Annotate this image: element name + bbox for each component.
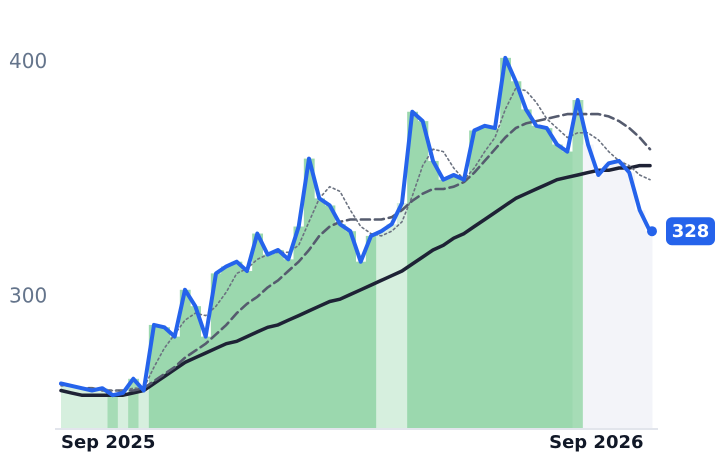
area-bar [148,324,160,428]
area-bar [241,271,253,428]
value-label: 328 [672,221,710,242]
area-bar [624,172,635,428]
area-bar [531,125,542,428]
value-pill [666,217,715,246]
series-line [59,163,652,397]
area-bar [128,378,139,428]
area-bar [303,158,315,428]
area-bar [644,231,653,428]
area-bar [582,144,594,429]
area-bar [438,179,449,428]
area-bar [231,261,243,428]
area-bar [376,231,387,428]
area-bar [210,273,222,428]
area-bar [572,100,584,429]
x-tick-label: Sep 2026 [549,432,643,453]
area-bar [345,231,356,428]
area-bar [314,198,325,428]
area-bar [107,395,119,428]
area-bar [500,57,511,428]
area-bar [386,224,398,428]
area-bar [613,160,625,428]
area-bar [97,388,108,428]
area-bar [603,163,615,429]
area-bar [138,390,150,428]
area-bar [190,306,201,428]
area-bar [510,81,522,429]
area-bar [448,174,460,428]
y-tick-label: 300 [9,283,47,307]
area-bar [634,210,646,428]
series-line [60,87,651,392]
area-bar [262,254,274,428]
area-bar [593,174,604,428]
area-bar [396,203,408,428]
area-bar [334,224,346,428]
area-bar [562,151,573,428]
area-bar [479,125,491,428]
area-bar [169,336,181,428]
area-bar [293,226,305,428]
area-bar [76,388,88,428]
area-bar [417,121,429,428]
last-point [647,226,657,237]
area-bar [541,128,553,428]
area-bar [551,144,563,429]
area-bar [200,336,212,428]
area-bar [355,261,367,428]
area-bar [427,160,439,428]
area-bar [272,249,284,428]
area-bar [221,266,232,428]
area-bar [86,390,98,428]
area-bar [458,179,470,428]
series-line [59,55,652,398]
area-bar [324,205,336,428]
area-bar [407,111,418,428]
x-tick-label: Sep 2025 [61,432,155,453]
area-bar [61,383,67,428]
area-bar [66,385,77,428]
y-tick-label: 400 [9,49,47,73]
area-bar [117,392,129,428]
area-bar [469,130,480,428]
area-bar [520,109,532,429]
area-bar [365,235,377,428]
area-bar [489,128,501,428]
area-bar [283,259,294,428]
